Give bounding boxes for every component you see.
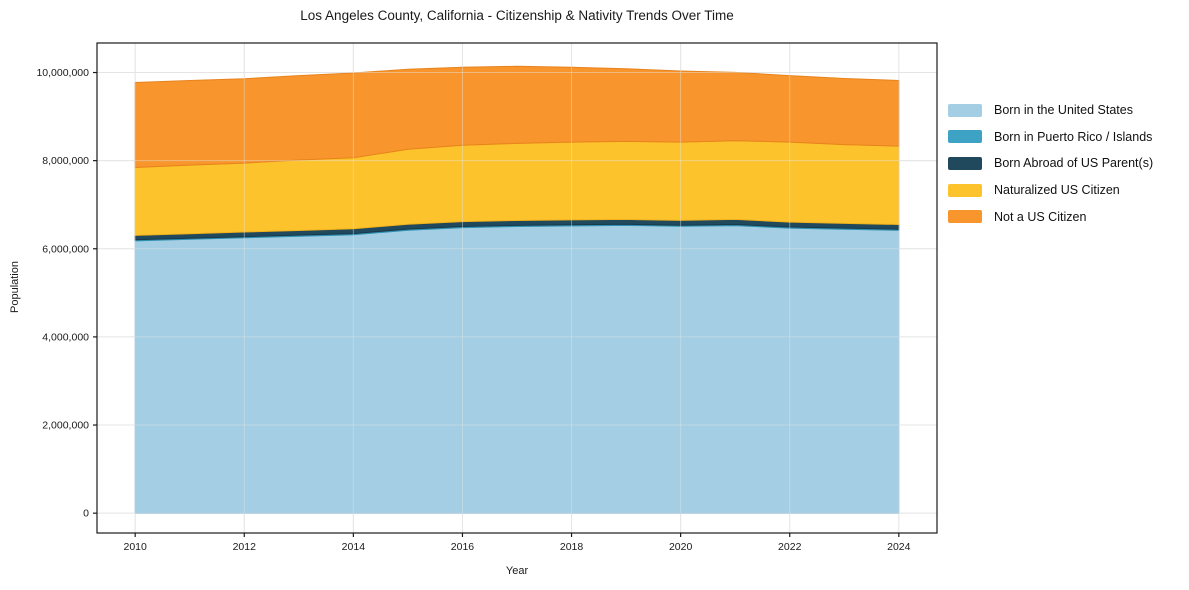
plot-frame bbox=[96, 42, 938, 534]
legend-label: Born Abroad of US Parent(s) bbox=[994, 156, 1154, 171]
y-tick-label: 2,000,000 bbox=[42, 420, 89, 432]
x-tick-label: 2016 bbox=[451, 541, 475, 553]
area-series-born-in-the-united-states bbox=[134, 224, 900, 514]
x-tick-label: 2018 bbox=[560, 541, 584, 553]
x-tick-label: 2012 bbox=[233, 541, 257, 553]
legend-label: Born in Puerto Rico / Islands bbox=[994, 129, 1153, 144]
x-tick-label: 2014 bbox=[342, 541, 366, 553]
x-axis-label: Year bbox=[505, 565, 529, 577]
legend-item-born-in-the-united-states: Born in the United States bbox=[948, 97, 1153, 124]
legend-item-born-in-puerto-rico-islands: Born in Puerto Rico / Islands bbox=[948, 124, 1153, 151]
x-tick-label: 2010 bbox=[124, 541, 148, 553]
legend-item-naturalized-us-citizen: Naturalized US Citizen bbox=[948, 177, 1153, 204]
legend-swatch-icon bbox=[948, 210, 982, 224]
legend-label: Naturalized US Citizen bbox=[994, 183, 1120, 198]
area-series-not-a-us-citizen bbox=[134, 65, 900, 168]
legend-swatch-icon bbox=[948, 183, 982, 197]
y-tick-label: 6,000,000 bbox=[42, 243, 89, 255]
chart-title: Los Angeles County, California - Citizen… bbox=[300, 8, 734, 23]
legend-swatch-icon bbox=[948, 156, 982, 170]
legend-item-not-a-us-citizen: Not a US Citizen bbox=[948, 203, 1153, 230]
y-axis-label: Population bbox=[9, 261, 21, 313]
y-tick-label: 0 bbox=[83, 508, 89, 520]
x-tick-label: 2022 bbox=[778, 541, 802, 553]
x-tick-label: 2024 bbox=[887, 541, 911, 553]
legend-swatch-icon bbox=[948, 130, 982, 144]
y-tick-label: 10,000,000 bbox=[36, 67, 89, 79]
legend-swatch-icon bbox=[948, 103, 982, 117]
legend: Born in the United States Born in Puerto … bbox=[948, 97, 1154, 230]
legend-label: Not a US Citizen bbox=[994, 209, 1087, 224]
legend-label: Born in the United States bbox=[994, 103, 1133, 118]
legend-item-born-abroad-of-us-parent-s: Born Abroad of US Parent(s) bbox=[948, 150, 1153, 177]
y-tick-label: 4,000,000 bbox=[42, 331, 89, 343]
y-tick-label: 8,000,000 bbox=[42, 155, 89, 167]
x-tick-label: 2020 bbox=[669, 541, 693, 553]
